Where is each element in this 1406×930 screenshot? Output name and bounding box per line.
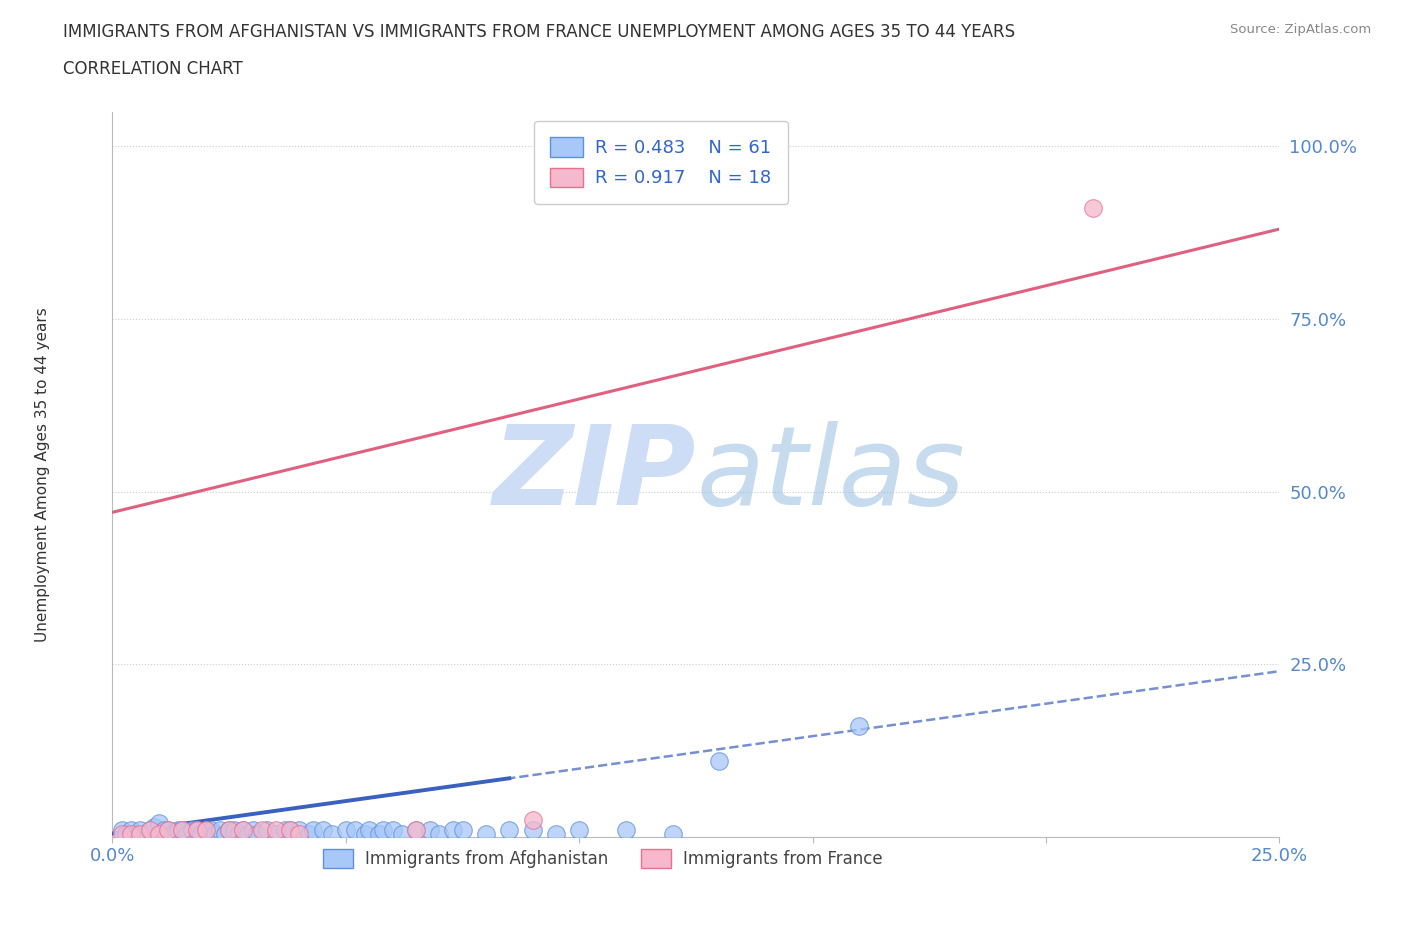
Point bbox=[228, 826, 250, 841]
Point bbox=[111, 826, 134, 841]
Point bbox=[157, 823, 180, 838]
Point bbox=[115, 826, 138, 841]
Point bbox=[139, 823, 162, 838]
Point bbox=[335, 823, 357, 838]
Point bbox=[148, 816, 170, 830]
Point bbox=[278, 823, 301, 838]
Point bbox=[311, 823, 333, 838]
Point bbox=[172, 823, 194, 838]
Point bbox=[522, 823, 544, 838]
Point bbox=[176, 826, 198, 841]
Point bbox=[475, 826, 498, 841]
Point bbox=[522, 812, 544, 827]
Point bbox=[381, 823, 404, 838]
Point bbox=[129, 826, 152, 841]
Text: atlas: atlas bbox=[696, 420, 965, 528]
Point bbox=[242, 823, 264, 838]
Point bbox=[544, 826, 567, 841]
Point bbox=[498, 823, 520, 838]
Point bbox=[186, 823, 208, 838]
Point bbox=[166, 823, 188, 838]
Point bbox=[297, 826, 319, 841]
Point bbox=[214, 826, 236, 841]
Point bbox=[153, 823, 176, 838]
Legend: Immigrants from Afghanistan, Immigrants from France: Immigrants from Afghanistan, Immigrants … bbox=[308, 834, 897, 884]
Point bbox=[405, 823, 427, 838]
Point bbox=[419, 823, 441, 838]
Point bbox=[157, 823, 180, 838]
Point bbox=[246, 826, 269, 841]
Point bbox=[190, 826, 212, 841]
Point bbox=[367, 826, 389, 841]
Point bbox=[194, 823, 217, 838]
Point bbox=[204, 826, 226, 841]
Point bbox=[373, 823, 395, 838]
Point bbox=[353, 826, 375, 841]
Point bbox=[344, 823, 367, 838]
Point bbox=[264, 823, 287, 838]
Point bbox=[194, 823, 217, 838]
Point bbox=[1081, 201, 1104, 216]
Point bbox=[278, 823, 301, 838]
Point bbox=[162, 826, 184, 841]
Point bbox=[288, 823, 311, 838]
Point bbox=[848, 719, 870, 734]
Point bbox=[256, 823, 278, 838]
Point bbox=[441, 823, 464, 838]
Point bbox=[134, 826, 156, 841]
Point bbox=[302, 823, 325, 838]
Point bbox=[120, 826, 142, 841]
Point bbox=[709, 753, 731, 768]
Point bbox=[232, 823, 254, 838]
Point bbox=[405, 823, 427, 838]
Point bbox=[274, 823, 297, 838]
Point bbox=[148, 826, 170, 841]
Point bbox=[180, 823, 202, 838]
Point bbox=[427, 826, 450, 841]
Point bbox=[218, 823, 240, 838]
Point bbox=[264, 826, 287, 841]
Point bbox=[143, 819, 166, 834]
Point bbox=[111, 823, 134, 838]
Point bbox=[186, 823, 208, 838]
Point bbox=[208, 823, 231, 838]
Point bbox=[200, 823, 222, 838]
Point bbox=[129, 823, 152, 838]
Y-axis label: Unemployment Among Ages 35 to 44 years: Unemployment Among Ages 35 to 44 years bbox=[35, 307, 51, 642]
Text: ZIP: ZIP bbox=[492, 420, 696, 528]
Point bbox=[172, 823, 194, 838]
Point bbox=[232, 823, 254, 838]
Point bbox=[236, 826, 259, 841]
Point bbox=[288, 826, 311, 841]
Text: CORRELATION CHART: CORRELATION CHART bbox=[63, 60, 243, 78]
Point bbox=[120, 823, 142, 838]
Point bbox=[125, 826, 148, 841]
Point bbox=[250, 823, 273, 838]
Point bbox=[222, 823, 245, 838]
Point bbox=[139, 823, 162, 838]
Point bbox=[359, 823, 381, 838]
Point bbox=[661, 826, 683, 841]
Point bbox=[391, 826, 413, 841]
Point bbox=[568, 823, 591, 838]
Point bbox=[218, 823, 240, 838]
Point bbox=[451, 823, 474, 838]
Text: Source: ZipAtlas.com: Source: ZipAtlas.com bbox=[1230, 23, 1371, 36]
Text: IMMIGRANTS FROM AFGHANISTAN VS IMMIGRANTS FROM FRANCE UNEMPLOYMENT AMONG AGES 35: IMMIGRANTS FROM AFGHANISTAN VS IMMIGRANT… bbox=[63, 23, 1015, 41]
Point bbox=[614, 823, 637, 838]
Point bbox=[321, 826, 343, 841]
